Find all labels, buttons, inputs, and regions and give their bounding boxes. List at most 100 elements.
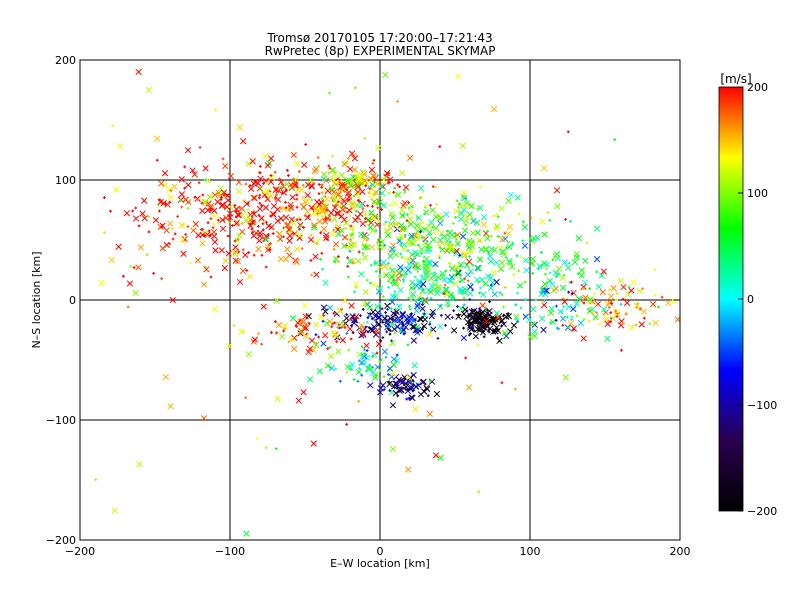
scatter-point <box>389 204 392 207</box>
scatter-point <box>396 100 399 103</box>
scatter-point <box>379 274 382 277</box>
scatter-point <box>198 181 201 184</box>
scatter-point <box>257 206 263 212</box>
scatter-point <box>358 367 361 370</box>
scatter-point <box>399 170 405 176</box>
scatter-point <box>444 212 450 218</box>
scatter-point <box>127 281 133 287</box>
scatter-point <box>378 386 384 392</box>
scatter-point <box>393 252 399 258</box>
scatter-point <box>136 265 142 271</box>
scatter-point <box>600 289 606 295</box>
scatter-point <box>265 446 268 449</box>
scatter-point <box>491 270 497 276</box>
scatter-point <box>586 242 589 245</box>
scatter-point <box>321 176 327 182</box>
scatter-point <box>522 239 525 242</box>
scatter-point <box>160 246 166 252</box>
scatter-point <box>358 251 361 254</box>
scatter-point <box>330 232 336 238</box>
scatter-point <box>324 321 330 327</box>
scatter-point <box>438 324 444 330</box>
scatter-point <box>375 229 378 232</box>
scatter-point <box>491 106 497 112</box>
scatter-point <box>431 237 437 243</box>
scatter-point <box>402 200 408 206</box>
scatter-point <box>284 182 290 188</box>
scatter-point <box>407 155 413 161</box>
scatter-point <box>138 224 141 227</box>
scatter-point <box>376 341 382 347</box>
scatter-point <box>385 330 388 333</box>
scatter-point <box>671 298 677 304</box>
scatter-point <box>408 209 414 215</box>
scatter-point <box>394 226 400 232</box>
scatter-point <box>317 369 323 375</box>
scatter-point <box>380 382 386 388</box>
scatter-point <box>282 226 285 229</box>
scatter-point <box>363 137 366 140</box>
scatter-point <box>492 291 498 297</box>
scatter-point <box>535 235 541 241</box>
colorbar-tick-label: −100 <box>747 399 777 412</box>
scatter-point <box>256 246 262 252</box>
scatter-point <box>342 235 348 241</box>
scatter-point <box>419 246 425 252</box>
scatter-point <box>479 287 482 290</box>
scatter-point <box>214 109 217 112</box>
scatter-point <box>322 314 325 317</box>
scatter-point <box>345 313 348 316</box>
scatter-point <box>363 289 369 295</box>
scatter-point <box>164 228 170 234</box>
scatter-point <box>307 377 313 383</box>
scatter-point <box>282 235 285 238</box>
scatter-point <box>103 231 106 234</box>
scatter-point <box>603 317 609 323</box>
scatter-point <box>581 336 587 342</box>
scatter-point <box>251 233 257 239</box>
scatter-point <box>420 252 423 255</box>
scatter-point <box>301 319 307 325</box>
scatter-point <box>437 220 443 226</box>
scatter-point <box>458 216 464 222</box>
scatter-point <box>458 306 464 312</box>
scatter-point <box>291 152 297 158</box>
scatter-point <box>628 288 634 294</box>
scatter-point <box>382 321 385 324</box>
scatter-point <box>329 365 335 371</box>
scatter-point <box>325 363 331 369</box>
scatter-point <box>440 247 446 253</box>
scatter-point <box>382 295 385 298</box>
scatter-point <box>567 130 570 133</box>
scatter-point <box>488 300 491 303</box>
scatter-point <box>319 258 322 261</box>
scatter-point <box>392 191 395 194</box>
scatter-point <box>310 234 313 237</box>
scatter-point <box>222 265 228 271</box>
scatter-point <box>245 183 248 186</box>
scatter-point <box>366 321 369 324</box>
scatter-point <box>468 284 474 290</box>
scatter-point <box>433 225 439 231</box>
scatter-point <box>355 286 358 289</box>
scatter-point <box>376 352 379 355</box>
scatter-point <box>210 276 213 279</box>
scatter-point <box>183 165 186 168</box>
scatter-point <box>304 214 307 217</box>
scatter-point <box>542 232 548 238</box>
colorbar-tick-label: 100 <box>747 187 768 200</box>
scatter-point <box>386 308 389 311</box>
scatter-point <box>327 319 333 325</box>
scatter-point <box>511 323 517 329</box>
scatter-point <box>570 318 573 321</box>
scatter-point <box>481 222 487 228</box>
scatter-point <box>363 348 366 351</box>
scatter-point <box>629 325 635 331</box>
scatter-point <box>359 271 365 277</box>
scatter-point <box>593 314 599 320</box>
scatter-point <box>579 268 585 274</box>
scatter-point <box>390 294 396 300</box>
scatter-point <box>301 390 307 396</box>
scatter-point <box>328 210 334 216</box>
scatter-point <box>582 280 588 286</box>
